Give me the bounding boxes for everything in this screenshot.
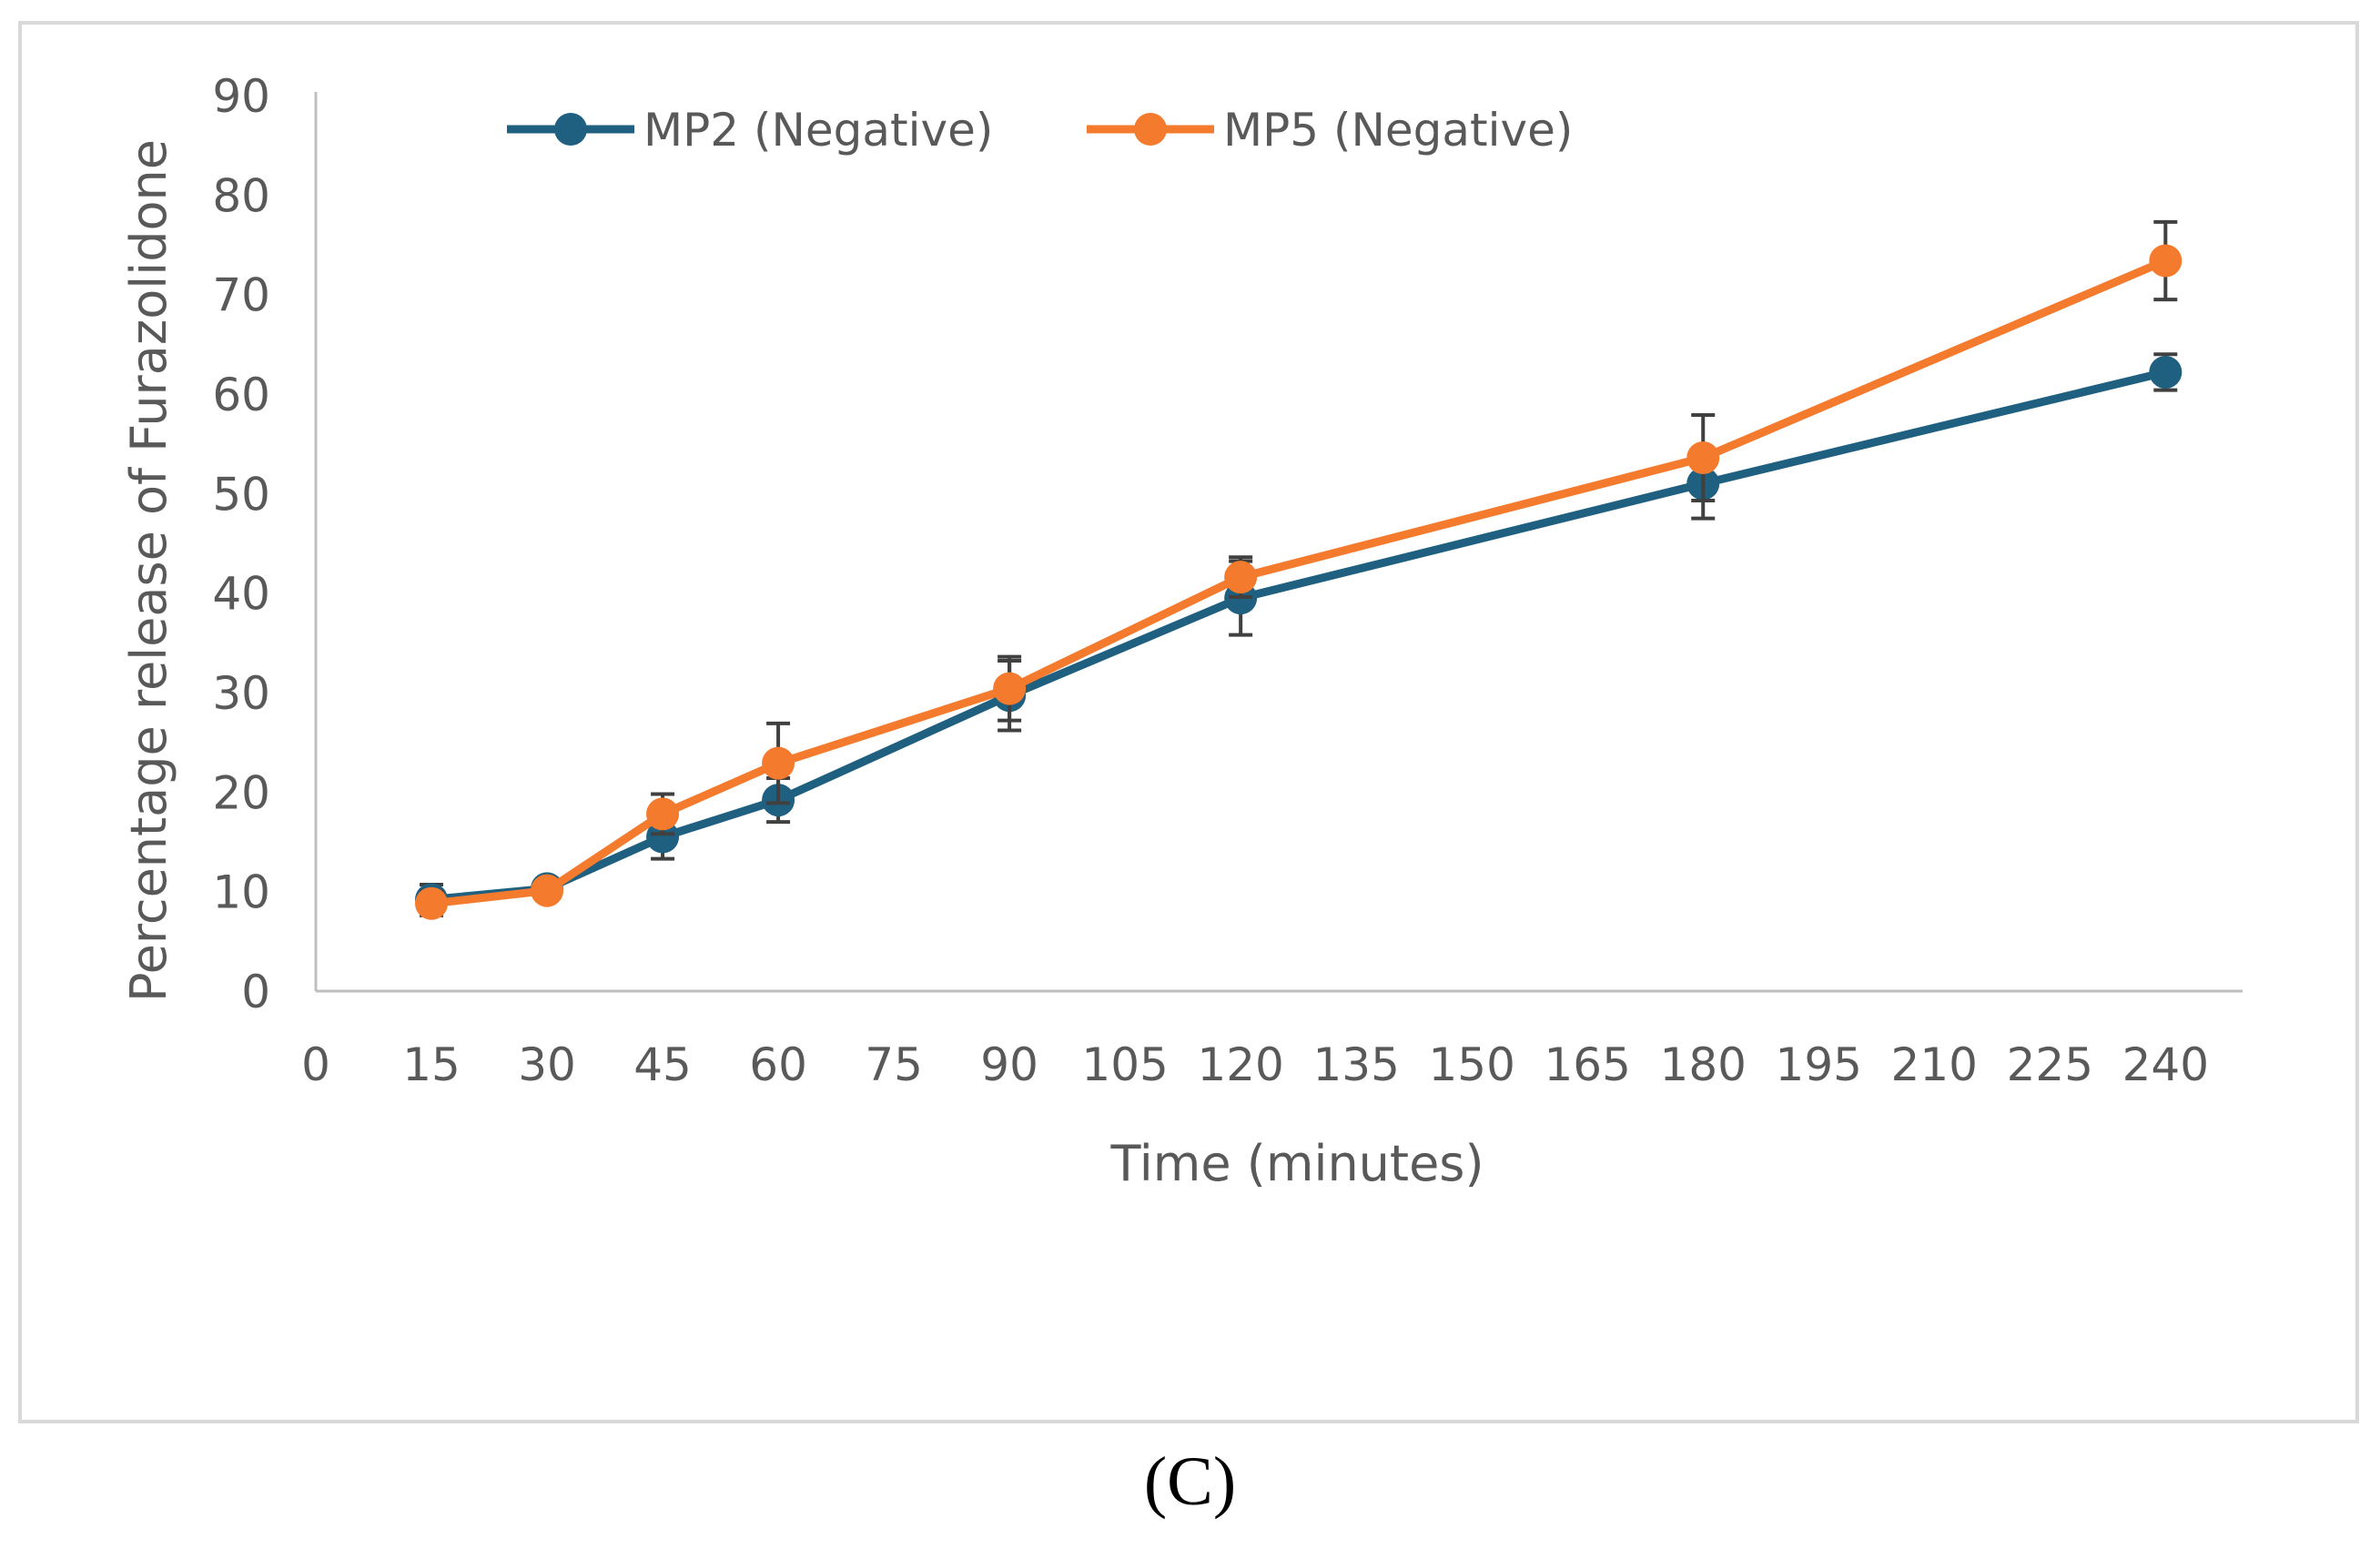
x-tick-label: 15: [402, 1038, 461, 1091]
series-2-point: [415, 886, 449, 920]
legend-swatch-marker: [554, 113, 587, 146]
series-1-point: [646, 820, 680, 854]
y-tick-label: 30: [212, 667, 270, 720]
legend-label: MP2 (Negative): [643, 104, 993, 157]
legend-label: MP5 (Negative): [1223, 104, 1573, 157]
line-chart: 0 10 20 30 40 50 60 70 80 90 0 15 30 45 60 75 90 105 120 13…: [120, 70, 2243, 1192]
panel-caption: (C): [1143, 1443, 1237, 1520]
series-2-point: [646, 797, 680, 831]
x-tick-label: 150: [1428, 1038, 1514, 1091]
y-axis-title: Percentage release of Furazolidone: [120, 139, 177, 1002]
x-tick-label: 0: [301, 1038, 330, 1091]
series-2-point: [993, 672, 1027, 705]
y-tick-label: 0: [241, 966, 270, 1018]
x-tick-label: 210: [1891, 1038, 1978, 1091]
series-1-point: [2149, 355, 2183, 389]
y-tick-label: 70: [212, 269, 270, 322]
y-tick-label: 20: [212, 766, 270, 819]
y-tick-label: 90: [212, 70, 270, 123]
series-2-point: [762, 746, 795, 780]
y-tick-label: 80: [212, 169, 270, 222]
series-2-line: [427, 256, 2170, 908]
x-tick-label: 105: [1081, 1038, 1168, 1091]
x-tick-label: 30: [518, 1038, 576, 1091]
x-tick-label: 90: [980, 1038, 1038, 1091]
series-2-point: [531, 874, 564, 907]
x-tick-label: 120: [1197, 1038, 1283, 1091]
x-tick-label: 225: [2007, 1038, 2093, 1091]
legend-swatch-marker: [1134, 113, 1167, 146]
x-tick-label: 135: [1312, 1038, 1399, 1091]
chart-frame: 0 10 20 30 40 50 60 70 80 90 0 15 30 45 60 75 90 105 120 13…: [18, 21, 2359, 1423]
y-tick-label: 10: [212, 866, 270, 919]
x-tick-label: 45: [633, 1038, 692, 1091]
x-tick-label: 240: [2122, 1038, 2209, 1091]
x-tick-label: 195: [1776, 1038, 1862, 1091]
x-tick-label: 165: [1544, 1038, 1631, 1091]
series-1-line: [427, 368, 2170, 904]
x-tick-label: 60: [749, 1038, 807, 1091]
y-tick-label: 60: [212, 369, 270, 421]
series-2-point: [1224, 561, 1258, 594]
y-tick-label: 50: [212, 468, 270, 521]
x-axis-title: Time (minutes): [1109, 1135, 1484, 1192]
series-2-point: [1686, 440, 1720, 474]
y-tick-label: 40: [212, 568, 270, 621]
x-tick-label: 180: [1660, 1038, 1747, 1091]
series-2-point: [2149, 244, 2183, 278]
x-tick-label: 75: [865, 1038, 923, 1091]
